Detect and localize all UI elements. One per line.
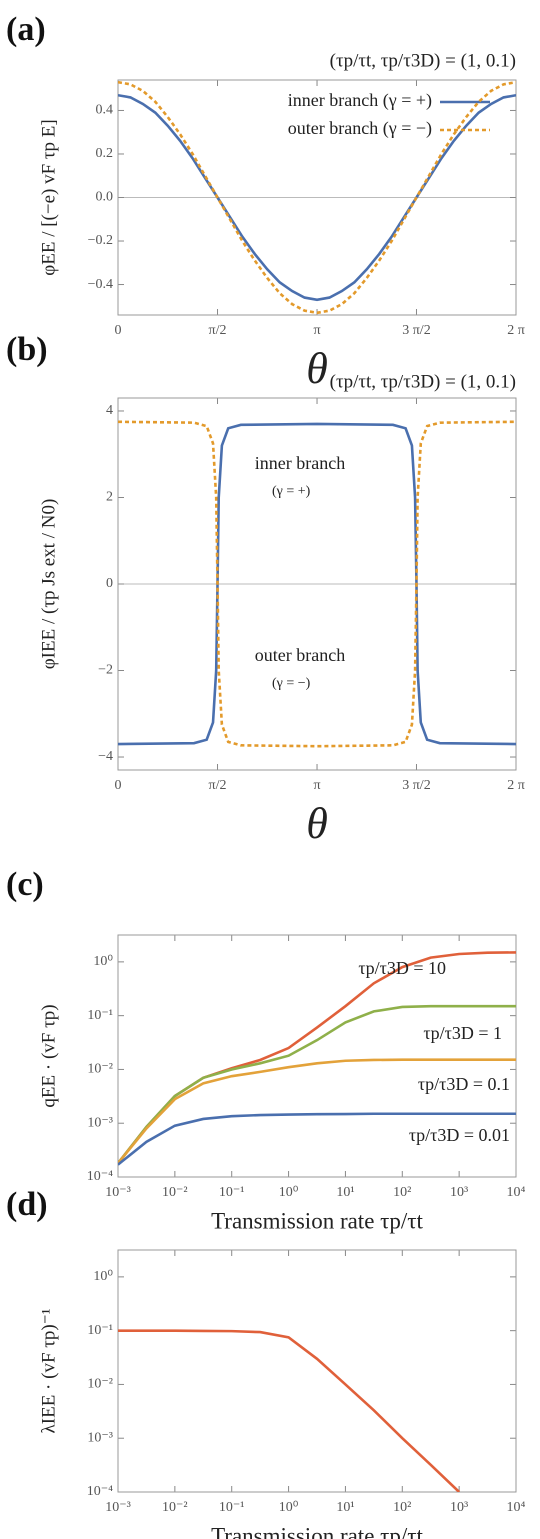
y-tick-label: 10⁻² [87, 1062, 113, 1077]
y-tick-label: 10⁻¹ [87, 1008, 113, 1023]
legend-label: inner branch (γ = +) [288, 90, 432, 111]
frame [117, 79, 517, 316]
x-tick-label: π [313, 323, 320, 338]
series-label: τp/τ3D = 0.01 [409, 1125, 510, 1145]
series-label: τp/τ3D = 1 [423, 1023, 502, 1043]
panel-label: (d) [6, 1186, 48, 1223]
subtitle: (τp/τt, τp/τ3D) = (1, 0.1) [330, 50, 516, 71]
y-tick-label: 10⁻⁴ [87, 1169, 113, 1184]
y-axis-label: qEE · (vF τp) [38, 1004, 59, 1107]
frame [117, 934, 517, 1178]
x-tick-label: 10³ [450, 1500, 468, 1515]
y-tick-label: 0.0 [96, 190, 114, 205]
series-line [118, 1058, 516, 1165]
series-label: τp/τ3D = 0.1 [418, 1074, 510, 1094]
x-tick-label: 10¹ [336, 1185, 354, 1200]
annotation: (γ = +) [272, 484, 311, 499]
y-tick-label: 10⁻³ [87, 1430, 113, 1445]
series-line [118, 1329, 461, 1492]
x-tick-label: π/2 [209, 323, 227, 338]
x-tick-label: π [313, 778, 320, 793]
series-line [118, 80, 516, 315]
panel-label: (b) [6, 331, 48, 368]
series-line [118, 93, 516, 302]
x-tick-label: 10¹ [336, 1500, 354, 1515]
x-tick-label: 10⁴ [507, 1500, 526, 1515]
annotation: inner branch [255, 453, 345, 473]
subtitle: (τp/τt, τp/τ3D) = (1, 0.1) [330, 371, 516, 392]
x-tick-label: 10⁻³ [105, 1185, 131, 1200]
legend-label: outer branch (γ = −) [288, 118, 432, 139]
y-tick-label: −2 [98, 663, 113, 678]
x-axis-label: Transmission rate τp/τt [211, 1208, 423, 1233]
series-line [118, 1112, 516, 1166]
y-tick-label: −0.4 [88, 277, 113, 292]
x-tick-label: 0 [115, 323, 122, 338]
x-tick-label: 10³ [450, 1185, 468, 1200]
y-tick-label: −4 [98, 749, 113, 764]
x-tick-label: 2 π [507, 323, 525, 338]
y-tick-label: 10⁰ [93, 1269, 113, 1284]
x-tick-label: 10⁻¹ [219, 1185, 245, 1200]
series-line [118, 422, 516, 746]
x-tick-label: 0 [115, 778, 122, 793]
y-tick-label: 10⁻⁴ [87, 1484, 113, 1499]
annotation: (γ = −) [272, 676, 311, 691]
x-tick-label: 3 π/2 [402, 778, 430, 793]
x-tick-label: 10⁻³ [105, 1500, 131, 1515]
y-axis-label: φIEE / (τp Js ext / N0) [38, 499, 59, 670]
y-tick-label: 4 [106, 403, 113, 418]
x-tick-label: 10⁰ [279, 1185, 299, 1200]
x-axis-label: θ [306, 344, 328, 393]
y-tick-label: −0.2 [88, 233, 113, 248]
y-tick-label: 10⁰ [93, 954, 113, 969]
panel-label: (a) [6, 11, 46, 48]
x-axis-label: Transmission rate τp/τt [211, 1523, 423, 1539]
y-axis-label: φEE / [(−e) vF τp E] [38, 119, 59, 275]
panel-label: (c) [6, 866, 44, 903]
x-tick-label: 2 π [507, 778, 525, 793]
y-tick-label: 2 [106, 490, 113, 505]
y-tick-label: 10⁻³ [87, 1115, 113, 1130]
x-tick-label: 10⁻¹ [219, 1500, 245, 1515]
y-tick-label: 0.2 [96, 146, 114, 161]
y-tick-label: 10⁻¹ [87, 1323, 113, 1338]
x-axis-label: θ [306, 799, 328, 848]
x-tick-label: 10⁰ [279, 1500, 299, 1515]
frame [117, 1249, 517, 1493]
annotation: outer branch [255, 645, 345, 665]
y-tick-label: 10⁻² [87, 1377, 113, 1392]
series-label: τp/τ3D = 10 [358, 958, 446, 978]
x-tick-label: 10² [393, 1185, 411, 1200]
x-tick-label: 10⁻² [162, 1185, 188, 1200]
x-tick-label: 10⁻² [162, 1500, 188, 1515]
y-tick-label: 0 [106, 576, 113, 591]
y-axis-label: λIEE · (vF τp)⁻¹ [38, 1308, 59, 1433]
frame [117, 397, 517, 771]
x-tick-label: 10⁴ [507, 1185, 526, 1200]
series-line [118, 1004, 516, 1165]
y-tick-label: 0.4 [96, 103, 114, 118]
x-tick-label: 10² [393, 1500, 411, 1515]
x-tick-label: 3 π/2 [402, 323, 430, 338]
x-tick-label: π/2 [209, 778, 227, 793]
